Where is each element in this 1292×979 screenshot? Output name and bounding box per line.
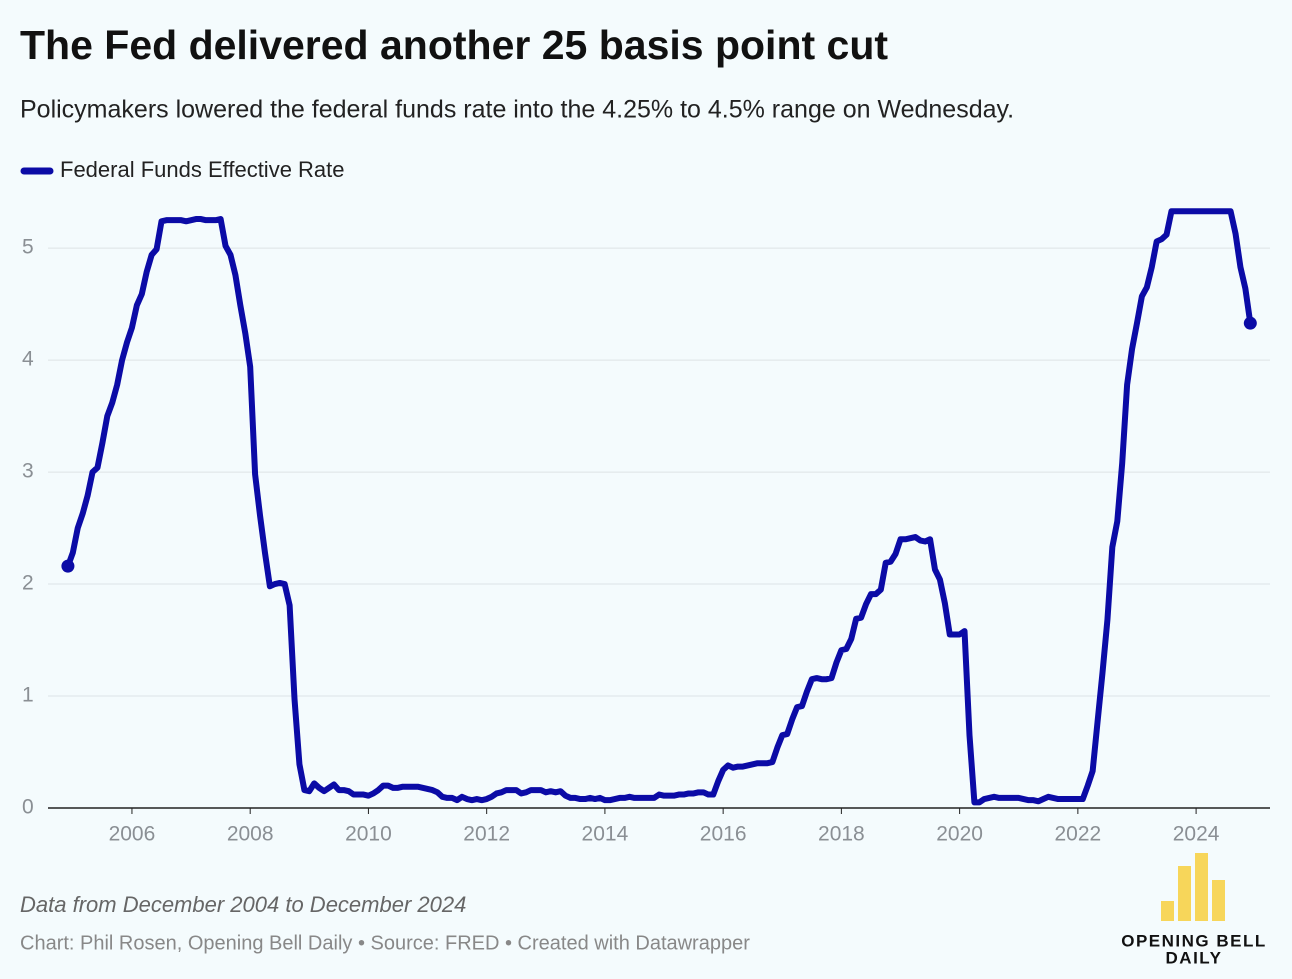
x-tick-label: 2012 — [463, 823, 510, 846]
logo-bar — [1195, 853, 1208, 921]
chart-subtitle: Policymakers lowered the federal funds r… — [20, 96, 1014, 124]
y-tick-label: 2 — [22, 572, 34, 595]
logo-text: DAILY — [1166, 948, 1223, 967]
logo-bar — [1212, 880, 1225, 921]
series-line — [65, 208, 1254, 806]
x-tick-label: 2016 — [700, 823, 747, 846]
x-tick-label: 2014 — [582, 823, 629, 846]
x-tick-label: 2022 — [1055, 823, 1102, 846]
x-tick-label: 2008 — [227, 823, 274, 846]
logo-bar — [1178, 866, 1191, 921]
logo-text: OPENING BELL — [1121, 931, 1267, 950]
y-tick-label: 4 — [22, 348, 34, 371]
chart-title: The Fed delivered another 25 basis point… — [20, 22, 888, 68]
end-dot — [1243, 316, 1257, 330]
y-tick-label: 0 — [22, 796, 34, 819]
x-tick-label: 2006 — [109, 823, 156, 846]
source: Chart: Phil Rosen, Opening Bell Daily • … — [20, 932, 750, 954]
x-tick-label: 2018 — [818, 823, 865, 846]
x-tick-label: 2010 — [345, 823, 392, 846]
x-tick-label: 2024 — [1173, 823, 1220, 846]
note: Data from December 2004 to December 2024 — [20, 892, 466, 917]
logo: OPENING BELL DAILY — [1121, 853, 1267, 967]
y-tick-label: 1 — [22, 684, 34, 707]
y-tick-label: 5 — [22, 236, 34, 259]
y-tick-label: 3 — [22, 460, 34, 483]
x-tick-label: 2020 — [936, 823, 983, 846]
end-dot — [61, 559, 75, 573]
legend-label: Federal Funds Effective Rate — [60, 157, 345, 182]
logo-bar — [1161, 901, 1174, 921]
